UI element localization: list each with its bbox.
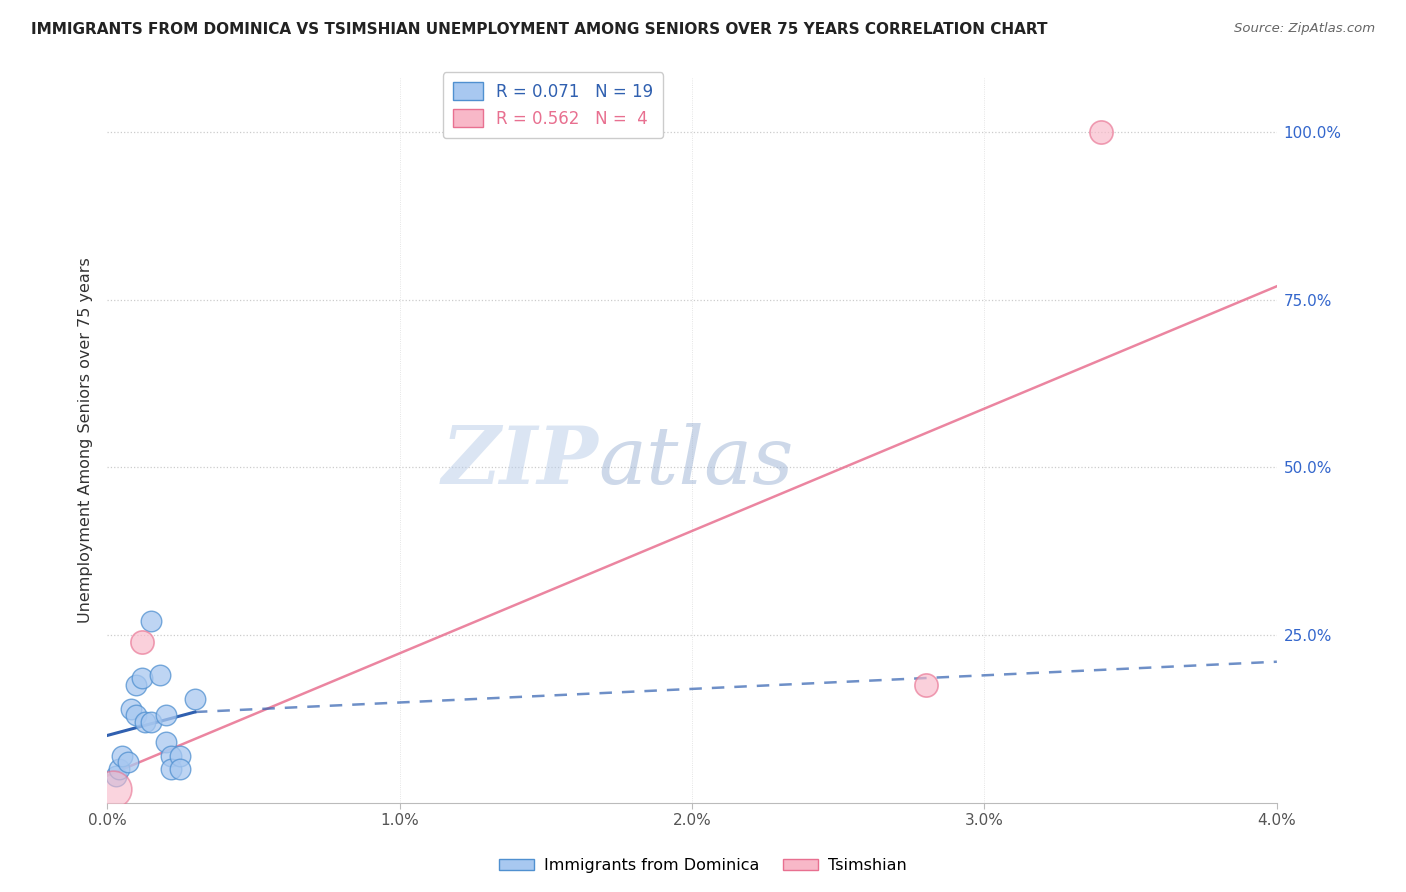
Legend: Immigrants from Dominica, Tsimshian: Immigrants from Dominica, Tsimshian bbox=[494, 852, 912, 880]
Point bbox=[125, 678, 148, 692]
Text: IMMIGRANTS FROM DOMINICA VS TSIMSHIAN UNEMPLOYMENT AMONG SENIORS OVER 75 YEARS C: IMMIGRANTS FROM DOMINICA VS TSIMSHIAN UN… bbox=[31, 22, 1047, 37]
Y-axis label: Unemployment Among Seniors over 75 years: Unemployment Among Seniors over 75 years bbox=[79, 258, 93, 624]
Point bbox=[111, 748, 134, 763]
Point bbox=[104, 769, 127, 783]
Text: ZIP: ZIP bbox=[441, 424, 599, 501]
Point bbox=[915, 678, 938, 692]
Legend: R = 0.071   N = 19, R = 0.562   N =  4: R = 0.071 N = 19, R = 0.562 N = 4 bbox=[443, 72, 664, 138]
Point bbox=[155, 708, 177, 723]
Point bbox=[155, 735, 177, 749]
Point bbox=[169, 762, 191, 776]
Point bbox=[169, 748, 191, 763]
Point bbox=[134, 714, 156, 729]
Point bbox=[184, 691, 207, 706]
Point bbox=[160, 762, 183, 776]
Point bbox=[139, 714, 162, 729]
Point bbox=[125, 708, 148, 723]
Point bbox=[101, 782, 124, 797]
Text: atlas: atlas bbox=[599, 424, 794, 501]
Point bbox=[131, 634, 153, 648]
Point bbox=[117, 756, 139, 770]
Point bbox=[108, 762, 131, 776]
Point bbox=[1090, 125, 1112, 139]
Point bbox=[131, 672, 153, 686]
Point bbox=[160, 748, 183, 763]
Text: Source: ZipAtlas.com: Source: ZipAtlas.com bbox=[1234, 22, 1375, 36]
Point bbox=[149, 668, 172, 682]
Point bbox=[120, 701, 142, 715]
Point bbox=[139, 615, 162, 629]
